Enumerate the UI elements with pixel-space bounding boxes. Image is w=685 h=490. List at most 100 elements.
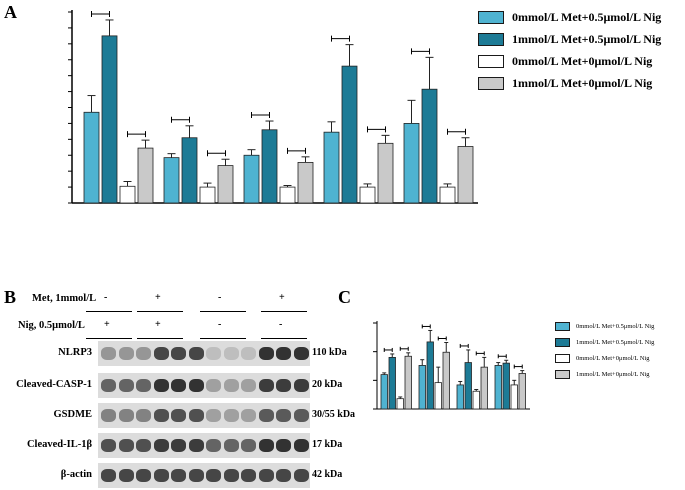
panel-c-bar-chart [373,321,530,410]
blot-band [153,409,169,422]
blot-band [258,379,274,392]
legend-label: 1mmol/L Met+0μmol/L Nig [512,75,653,90]
bar-4-2 [439,186,456,204]
legend-swatch [478,54,504,68]
panel-a-legend: 0mmol/L Met+0.5μmol/L Nig 1mmol/L Met+0.5… [478,6,661,94]
blot-band [171,409,186,422]
condition-underline [261,338,307,339]
bar-1-2 [199,186,216,204]
blot-band [258,347,274,360]
condition-sign: - [218,319,222,330]
legend-item: 0mmol/L Met+0.5μmol/L Nig [555,318,654,334]
bar-0-3 [137,147,154,204]
bar-2-3 [297,162,314,204]
protein-label: Cleaved-IL-1β [26,439,92,450]
bar-1-2 [434,382,442,410]
condition-label: Met, 1mmol/L [32,293,97,304]
legend-label: 1mmol/L Met+0μmol/L Nig [576,370,650,378]
blot-band [223,347,239,360]
bar-2-1 [464,362,472,410]
blot-band [188,347,204,360]
legend-swatch [555,353,570,363]
blot-band [136,409,151,422]
blot-band [101,409,116,422]
bar-1-1 [181,137,198,204]
legend-item: 1mmol/L Met+0μmol/L Nig [478,72,661,94]
legend-swatch [555,369,570,379]
condition-underline [86,311,132,312]
blot-band [118,469,134,482]
legend-item: 0mmol/L Met+0μmol/L Nig [555,350,654,366]
molecular-weight-label: 110 kDa [312,347,347,358]
protein-label: NLRP3 [58,347,92,358]
bar-3-3 [518,373,526,410]
blot-band [258,439,274,452]
legend-swatch [478,10,504,24]
bar-0-2 [396,398,404,410]
protein-label: GSDME [53,409,92,420]
blot-band [293,409,309,422]
blot-band [136,469,151,482]
blot-band [118,379,134,392]
bar-1-3 [217,165,234,204]
condition-underline [200,338,246,339]
blot-band [101,379,116,392]
condition-underline [137,311,183,312]
condition-sign: - [218,292,222,303]
bar-1-1 [426,341,434,410]
blot-band [223,439,239,452]
condition-underline [200,311,246,312]
legend-item: 1mmol/L Met+0.5μmol/L Nig [478,28,661,50]
blot-band [293,379,309,392]
legend-swatch [478,76,504,90]
blot-band [118,409,134,422]
panel-c-legend: 0mmol/L Met+0.5μmol/L Nig 1mmol/L Met+0.5… [555,318,654,382]
blot-band [241,409,256,422]
blot-band [188,439,204,452]
blot-band [136,379,151,392]
blot-band [223,409,239,422]
molecular-weight-label: 20 kDa [312,379,343,390]
bar-2-2 [472,390,480,410]
blot-band [206,469,221,482]
blot-band [136,347,151,360]
condition-sign: + [279,292,285,303]
blot-band [223,469,239,482]
condition-underline [261,311,307,312]
bar-4-1 [421,88,438,204]
blot-band [101,469,116,482]
legend-label: 0mmol/L Met+0μmol/L Nig [576,354,650,362]
blot-band [276,409,291,422]
legend-swatch [555,337,570,347]
bar-1-0 [163,157,180,204]
bar-0-1 [388,357,396,410]
bar-4-3 [457,146,474,204]
bar-0-0 [83,111,100,204]
bar-3-1 [341,65,358,204]
blot-band [153,469,169,482]
legend-item: 1mmol/L Met+0.5μmol/L Nig [555,334,654,350]
legend-label: 0mmol/L Met+0μmol/L Nig [512,53,653,68]
blot-band [258,469,274,482]
bar-0-0 [380,374,388,410]
bar-3-2 [510,384,518,410]
protein-label: β-actin [60,469,92,480]
condition-sign: - [279,319,283,330]
molecular-weight-label: 30/55 kDa [312,409,356,420]
blot-band [241,379,256,392]
condition-sign: + [155,319,161,330]
blot-band [188,409,204,422]
bar-2-0 [243,154,260,204]
blot-band [241,439,256,452]
blot-band [101,347,116,360]
bar-0-1 [101,35,118,204]
bar-3-3 [377,142,394,204]
blot-band [206,379,221,392]
molecular-weight-label: 17 kDa [312,439,343,450]
blot-band [153,379,169,392]
bar-3-0 [494,365,502,410]
condition-underline [86,338,132,339]
blot-band [171,439,186,452]
panel-b-label: B [4,287,17,307]
blot-band [241,469,256,482]
